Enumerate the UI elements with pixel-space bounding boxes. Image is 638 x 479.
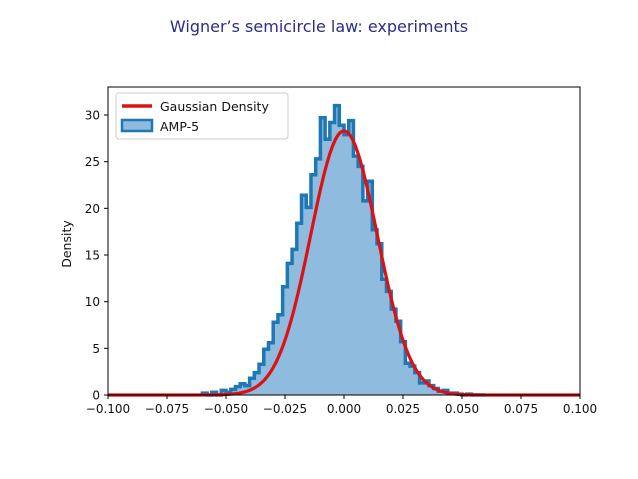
x-tick-label: −0.025 — [263, 402, 307, 416]
legend-swatch-amp-5 — [120, 118, 154, 133]
y-tick-label: 5 — [92, 342, 100, 356]
x-tick-label: 0.025 — [386, 402, 420, 416]
y-tick-label: 20 — [85, 202, 100, 216]
x-tick-label: 0.075 — [504, 402, 538, 416]
legend: Gaussian Density AMP-5 — [115, 92, 289, 140]
legend-label-amp-5: AMP-5 — [160, 119, 199, 134]
legend-label-gaussian-density: Gaussian Density — [160, 99, 269, 114]
legend-box — [115, 92, 289, 140]
x-tick-label: −0.100 — [86, 402, 130, 416]
y-tick-label: 15 — [85, 249, 100, 263]
x-tick-label: 0.000 — [327, 402, 361, 416]
x-tick-label: 0.050 — [445, 402, 479, 416]
y-axis-label: Density — [59, 220, 74, 268]
histogram-fill-amp-5 — [202, 105, 486, 396]
y-tick-label: 10 — [85, 295, 100, 309]
x-tick-label: −0.050 — [204, 402, 248, 416]
plot-area: −0.100 −0.075 −0.050 −0.025 0.000 0.025 0.050 0… — [85, 86, 597, 416]
y-tick-label: 30 — [85, 109, 100, 123]
x-tick-label: 0.100 — [563, 402, 597, 416]
chart-title: Wigner’s semicircle law: experiments — [170, 17, 468, 36]
x-tick-label: −0.075 — [145, 402, 189, 416]
y-tick-label: 0 — [92, 389, 100, 403]
y-tick-label: 25 — [85, 155, 100, 169]
